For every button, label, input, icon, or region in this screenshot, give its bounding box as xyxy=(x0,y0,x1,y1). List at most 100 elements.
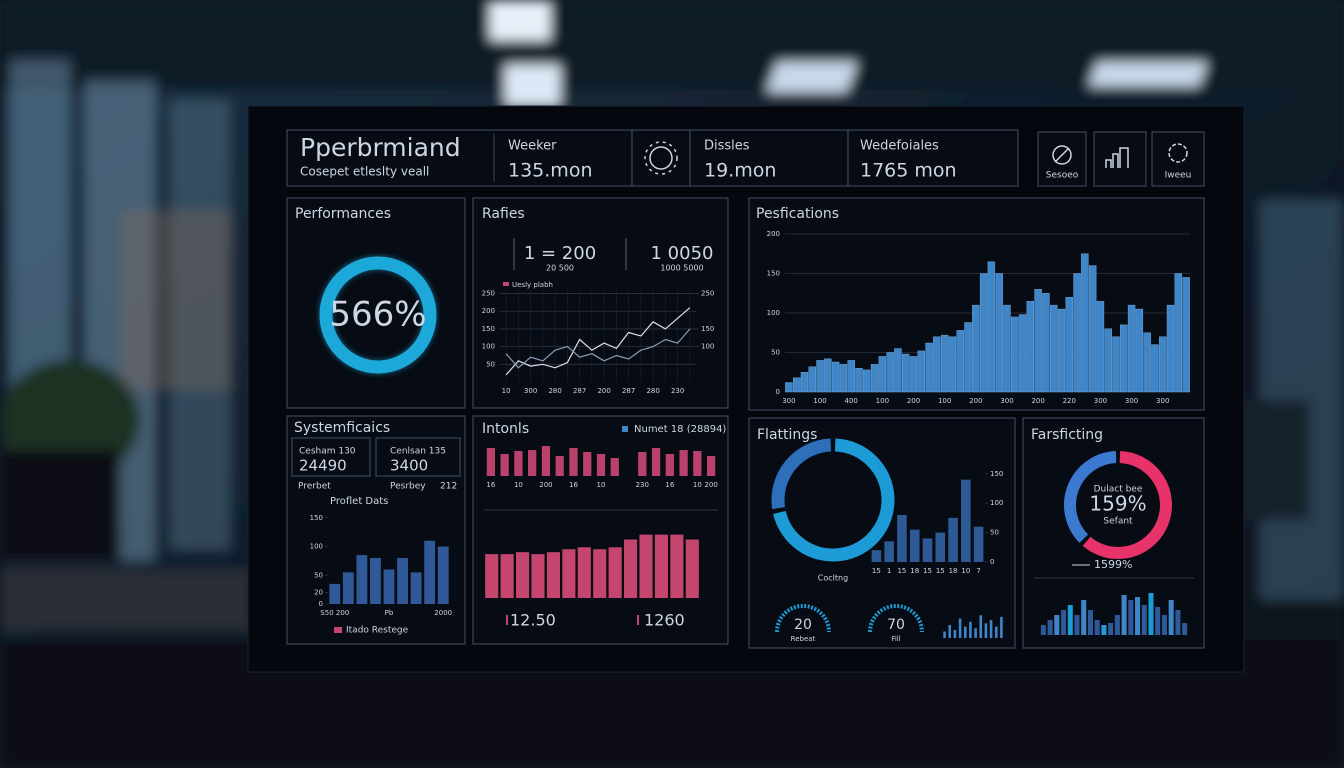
header-frames xyxy=(286,129,1205,187)
bar xyxy=(562,549,576,598)
y-tick-label: 200 xyxy=(767,230,780,238)
bar xyxy=(792,377,801,393)
stat-label: Wedefoiales xyxy=(860,139,939,154)
bar xyxy=(1081,253,1089,393)
bar xyxy=(870,364,879,393)
bar xyxy=(943,631,946,638)
bar xyxy=(1094,620,1100,635)
stat-value: 1260 xyxy=(644,611,685,630)
bar xyxy=(948,625,952,638)
y-tick-label: 100 xyxy=(767,309,780,317)
bar xyxy=(987,261,996,393)
bar xyxy=(670,534,684,598)
bar xyxy=(1067,605,1073,635)
y-tick-label: 250 xyxy=(482,290,495,298)
bar xyxy=(516,552,530,598)
bar xyxy=(665,454,674,476)
bar xyxy=(1026,300,1035,393)
bar xyxy=(638,452,647,476)
bar xyxy=(1104,328,1112,393)
bar xyxy=(989,620,993,638)
stat-marker xyxy=(637,615,639,625)
bar xyxy=(961,479,971,562)
bar xyxy=(1148,593,1154,635)
x-tick-label: 200 xyxy=(1031,397,1044,405)
x-tick-label: 300 xyxy=(524,387,537,395)
bar xyxy=(1065,297,1073,393)
bar xyxy=(1120,324,1128,393)
bar xyxy=(1034,289,1042,393)
y-tick-label: 150 xyxy=(310,514,323,522)
donut-text: Dulact bee xyxy=(1094,485,1143,495)
x-tick-label: 200 xyxy=(907,397,920,405)
x-tick-label: 200 xyxy=(539,481,552,489)
bar xyxy=(1166,304,1175,393)
bar xyxy=(679,450,688,476)
icon-label[interactable]: Iweeu xyxy=(1165,171,1192,181)
bar xyxy=(1128,600,1134,635)
bar xyxy=(935,532,946,562)
icon-label[interactable]: Sesoeo xyxy=(1046,171,1079,181)
bar xyxy=(972,304,980,393)
bar xyxy=(1073,273,1081,393)
bar xyxy=(486,448,496,476)
bar xyxy=(1011,316,1019,393)
bar xyxy=(1003,304,1011,393)
bar xyxy=(909,356,918,393)
donut-segment xyxy=(771,438,832,510)
stat-value: 135.mon xyxy=(508,160,592,182)
stat-label: Weeker xyxy=(508,139,557,154)
bar xyxy=(1182,623,1188,635)
bar xyxy=(555,456,564,476)
y-tick-label: 20 xyxy=(314,589,323,597)
bar xyxy=(693,451,702,476)
bar xyxy=(1121,595,1127,635)
stat-label: Dissles xyxy=(704,139,750,154)
bar xyxy=(1151,344,1159,393)
bar xyxy=(651,448,661,476)
y-tick-label: 50 xyxy=(990,529,999,537)
bar xyxy=(1047,620,1053,635)
gauge-label: Rebeat xyxy=(791,635,816,643)
bar xyxy=(800,372,809,393)
bar xyxy=(1143,332,1151,393)
legend-label: Uesly plabh xyxy=(512,281,553,289)
stat-marker xyxy=(506,615,508,625)
dashboard-subtitle: Cosepet etleslty veall xyxy=(300,165,429,179)
x-tick-label: 15 xyxy=(923,567,932,575)
bar xyxy=(839,364,848,393)
panel-title: Flattings xyxy=(757,427,817,443)
x-tick-label: 10 xyxy=(514,481,523,489)
x-tick-label: 7 xyxy=(976,567,980,575)
x-tick-label: 10 xyxy=(597,481,606,489)
x-tick-label: 300 xyxy=(1125,397,1138,405)
donut-value: 159% xyxy=(1089,492,1146,516)
gauge-arc xyxy=(868,604,924,633)
bar xyxy=(886,352,894,393)
chart-caption: Cocltng xyxy=(818,574,848,583)
bar xyxy=(994,626,998,638)
x-tick-label: Pb xyxy=(385,609,394,617)
stat-value: 1 = 200 xyxy=(524,243,596,264)
x-tick-label: 15 xyxy=(936,567,945,575)
x-tick-label: 280 xyxy=(646,387,659,395)
bar xyxy=(979,615,983,638)
x-tick-label: 220 xyxy=(1063,397,1076,405)
bar xyxy=(1018,314,1027,393)
box-value: 24490 xyxy=(299,457,347,475)
y-tick-label: 150 xyxy=(701,325,714,333)
bar xyxy=(654,534,668,598)
x-tick-label: 200 xyxy=(704,481,717,489)
stat-sub: 1000 5000 xyxy=(660,264,703,273)
bar xyxy=(1182,277,1190,393)
bar xyxy=(1054,615,1060,635)
bar xyxy=(1127,304,1136,393)
bar xyxy=(569,448,578,476)
gauge-value: 20 xyxy=(794,617,812,633)
bar xyxy=(964,322,972,393)
bar xyxy=(973,526,984,562)
y-tick-label: 100 xyxy=(310,543,323,551)
x-tick-label: 287 xyxy=(622,387,635,395)
x-tick-label: 16 xyxy=(569,481,578,489)
